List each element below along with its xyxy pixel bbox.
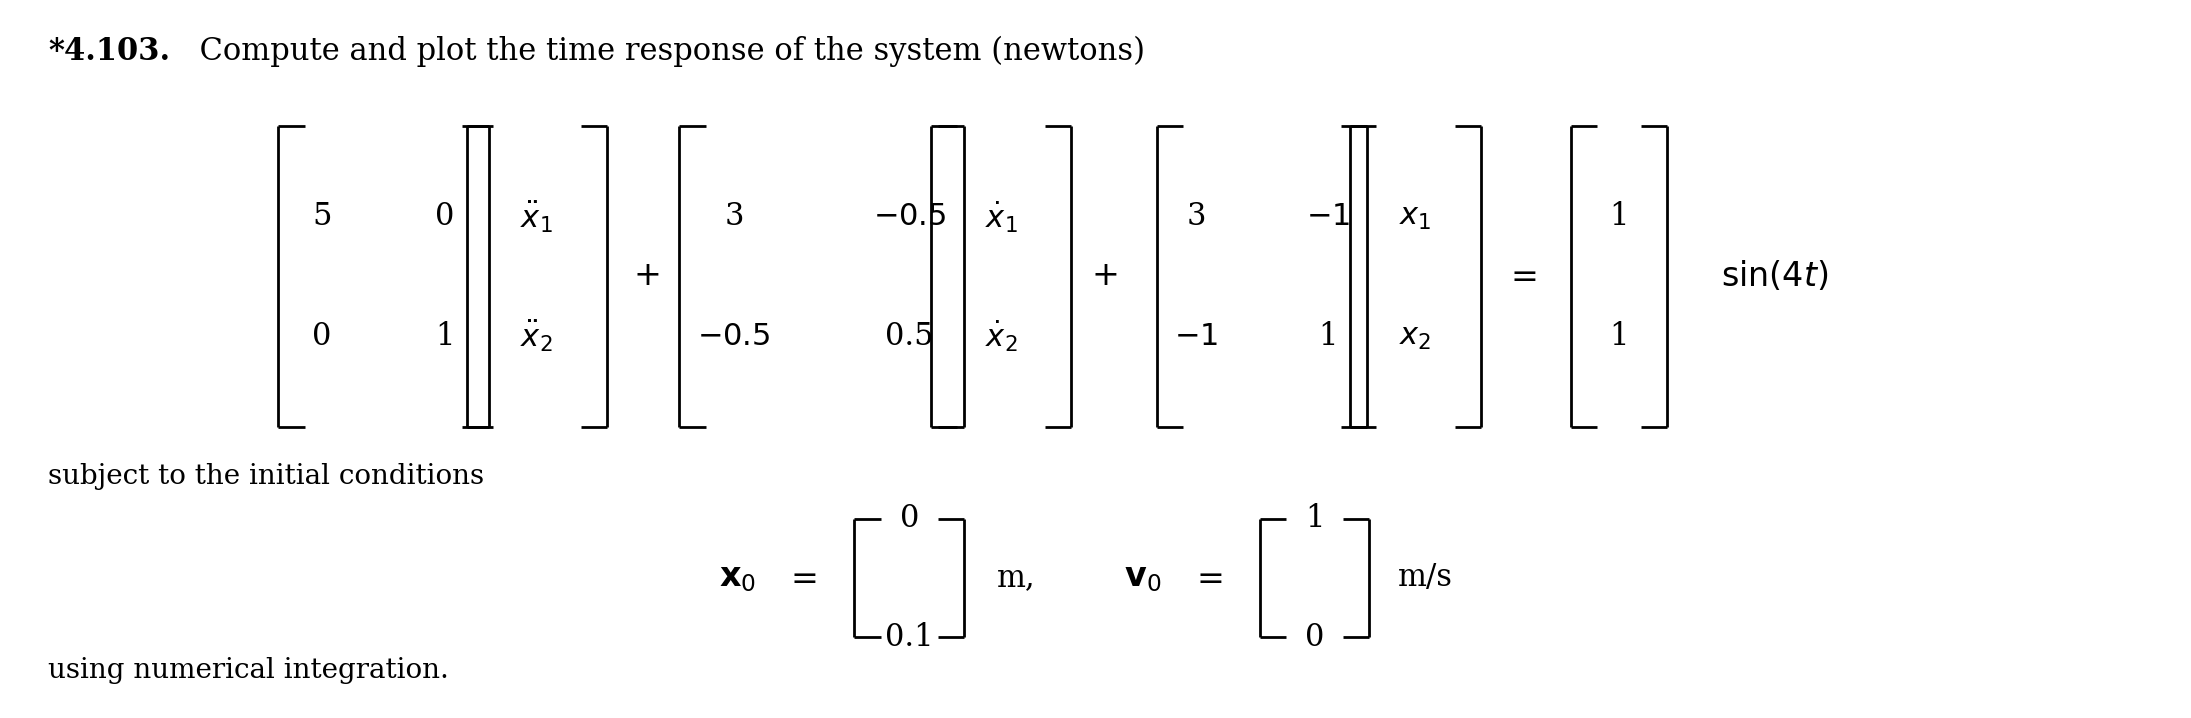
Text: $x_2$: $x_2$	[1400, 320, 1431, 352]
Text: $-0.5$: $-0.5$	[697, 320, 771, 352]
Text: $=$: $=$	[784, 562, 817, 594]
Text: 1: 1	[436, 320, 454, 352]
Text: 0: 0	[1306, 622, 1323, 653]
Text: *4.103.: *4.103.	[48, 36, 171, 67]
Text: 0.1: 0.1	[885, 622, 933, 653]
Text: 1: 1	[1610, 320, 1628, 352]
Text: $\sin(4t)$: $\sin(4t)$	[1722, 259, 1827, 294]
Text: $\dot{x}_1$: $\dot{x}_1$	[986, 199, 1017, 235]
Text: m,: m,	[997, 562, 1036, 594]
Text: 0: 0	[313, 320, 331, 352]
Text: $\mathbf{x}_0$: $\mathbf{x}_0$	[719, 562, 756, 594]
Text: 1: 1	[1319, 320, 1337, 352]
Text: using numerical integration.: using numerical integration.	[48, 657, 449, 684]
Text: 0: 0	[436, 201, 454, 233]
Text: $+$: $+$	[1091, 261, 1117, 292]
Text: $\ddot{x}_1$: $\ddot{x}_1$	[521, 199, 552, 235]
Text: 1: 1	[1306, 503, 1323, 534]
Text: $=$: $=$	[1190, 562, 1223, 594]
Text: $-0.5$: $-0.5$	[872, 201, 947, 233]
Text: $\mathbf{v}_0$: $\mathbf{v}_0$	[1124, 562, 1161, 594]
Text: 5: 5	[313, 201, 331, 233]
Text: 0.5: 0.5	[885, 320, 933, 352]
Text: Compute and plot the time response of the system (newtons): Compute and plot the time response of th…	[180, 36, 1144, 67]
Text: $+$: $+$	[633, 261, 659, 292]
Text: $-1$: $-1$	[1174, 320, 1218, 352]
Text: $x_1$: $x_1$	[1400, 201, 1431, 233]
Text: $\ddot{x}_2$: $\ddot{x}_2$	[521, 318, 552, 354]
Text: 3: 3	[725, 201, 743, 233]
Text: $=$: $=$	[1503, 261, 1538, 292]
Text: 3: 3	[1188, 201, 1205, 233]
Text: m/s: m/s	[1398, 562, 1453, 594]
Text: 1: 1	[1610, 201, 1628, 233]
Text: subject to the initial conditions: subject to the initial conditions	[48, 463, 484, 490]
Text: $-1$: $-1$	[1306, 201, 1350, 233]
Text: 0: 0	[901, 503, 918, 534]
Text: $\dot{x}_2$: $\dot{x}_2$	[986, 318, 1017, 354]
